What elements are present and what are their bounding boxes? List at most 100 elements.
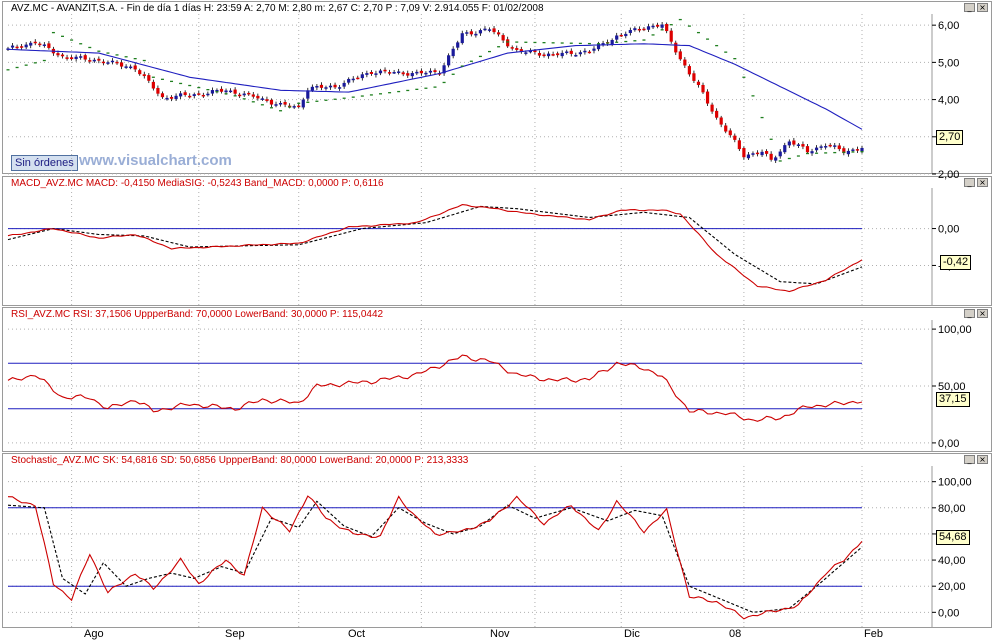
stoch-sk-line xyxy=(7,495,863,620)
candle-body-170 xyxy=(778,151,782,157)
candle-body-34 xyxy=(160,93,165,98)
macd-window-buttons: _ × xyxy=(964,178,988,187)
close-button[interactable]: × xyxy=(977,178,988,187)
candle-body-104 xyxy=(478,30,483,34)
price-tick-label-4: 2,00 xyxy=(938,169,959,181)
candle-body-30 xyxy=(142,74,146,77)
candle-body-158 xyxy=(724,125,728,132)
candle-body-176 xyxy=(805,146,810,153)
candle-body-169 xyxy=(774,157,778,161)
candle-body-12 xyxy=(60,54,65,57)
candle-body-74 xyxy=(342,82,346,87)
stoch-tick-label-1: 80,00 xyxy=(938,503,966,515)
candle-body-7 xyxy=(38,43,42,46)
candle-body-42 xyxy=(197,93,201,95)
rsi-header: RSI_AVZ.MC RSI: 37,1506 UppperBand: 70,0… xyxy=(11,309,383,320)
candle-body-162 xyxy=(742,148,746,158)
close-button[interactable]: × xyxy=(977,3,988,12)
minimize-button[interactable]: _ xyxy=(964,178,975,187)
candle-body-18 xyxy=(88,60,92,62)
candle-body-110 xyxy=(506,39,510,47)
candle-body-63 xyxy=(292,106,296,108)
candle-body-22 xyxy=(106,62,110,64)
candle-body-80 xyxy=(369,72,374,74)
candle-body-152 xyxy=(696,81,701,86)
candle-body-93 xyxy=(428,70,433,73)
candle-body-173 xyxy=(792,140,796,145)
candle-body-61 xyxy=(283,102,287,105)
candle-body-157 xyxy=(719,117,723,125)
candle-body-164 xyxy=(751,153,755,155)
candle-body-88 xyxy=(406,73,410,76)
stoch-tick-label-5: 0,00 xyxy=(938,607,959,619)
close-button[interactable]: × xyxy=(977,309,988,318)
price-header: AVZ.MC - AVANZIT,S.A. - Fin de día 1 día… xyxy=(11,3,544,14)
candle-body-87 xyxy=(401,72,405,75)
price-panel: AVZ.MC - AVANZIT,S.A. - Fin de día 1 día… xyxy=(2,1,992,174)
candle-body-69 xyxy=(319,84,324,88)
candle-body-52 xyxy=(242,93,246,96)
candle-body-64 xyxy=(297,105,301,108)
candle-body-165 xyxy=(755,152,760,155)
candle-body-178 xyxy=(814,147,819,151)
candle-body-76 xyxy=(351,78,355,81)
candle-body-71 xyxy=(328,85,333,88)
candle-body-32 xyxy=(151,81,155,89)
candle-body-11 xyxy=(56,53,60,56)
minimize-button[interactable]: _ xyxy=(964,455,975,464)
candle-body-160 xyxy=(733,135,737,140)
candle-body-43 xyxy=(201,94,205,97)
candle-body-21 xyxy=(101,61,105,64)
candle-body-35 xyxy=(165,97,169,100)
candle-body-94 xyxy=(433,70,437,72)
candle-body-98 xyxy=(451,48,455,57)
macd-tick-label-0: 0,00 xyxy=(938,224,959,236)
macd-last-value: -0,42 xyxy=(940,255,972,270)
candle-body-4 xyxy=(24,44,28,48)
candle-body-174 xyxy=(796,144,801,146)
candle-body-143 xyxy=(655,24,660,27)
minimize-button[interactable]: _ xyxy=(964,3,975,12)
candle-body-175 xyxy=(801,144,805,147)
candle-body-144 xyxy=(660,24,664,28)
candle-body-9 xyxy=(47,43,51,48)
candle-body-171 xyxy=(783,145,787,153)
close-button[interactable]: × xyxy=(977,455,988,464)
candle-body-122 xyxy=(560,52,564,57)
orders-button[interactable]: Sin órdenes xyxy=(11,155,78,171)
candle-body-166 xyxy=(760,151,764,156)
candle-body-27 xyxy=(129,66,133,69)
candle-body-129 xyxy=(592,48,596,51)
candle-body-138 xyxy=(633,28,637,31)
minimize-button[interactable]: _ xyxy=(964,309,975,318)
candle-body-5 xyxy=(29,42,33,46)
candle-body-150 xyxy=(687,66,691,75)
candle-body-108 xyxy=(496,32,501,35)
x-label-dic: Dic xyxy=(624,628,640,640)
candle-body-53 xyxy=(247,92,251,95)
candle-body-60 xyxy=(278,102,283,105)
price-moving-average-line xyxy=(7,43,863,130)
candle-body-24 xyxy=(115,61,119,64)
candle-body-139 xyxy=(637,28,642,31)
candle-body-77 xyxy=(356,77,360,80)
stoch-last-value: 54,68 xyxy=(936,530,970,545)
candle-body-15 xyxy=(74,56,78,60)
candle-body-154 xyxy=(705,91,710,104)
candle-body-183 xyxy=(837,145,841,150)
price-tick-label-1: 5,00 xyxy=(938,57,959,69)
candle-body-6 xyxy=(33,41,37,44)
stoch-window-buttons: _ × xyxy=(964,455,988,464)
candle-body-40 xyxy=(188,95,192,98)
candle-body-123 xyxy=(565,51,569,54)
candle-body-116 xyxy=(533,50,537,53)
candle-body-112 xyxy=(515,48,519,50)
candle-body-85 xyxy=(392,72,396,74)
stoch-tick-label-3: 40,00 xyxy=(938,555,966,567)
candle-body-100 xyxy=(460,33,464,44)
candle-body-8 xyxy=(42,44,46,46)
candle-body-26 xyxy=(124,66,128,68)
x-label-08: 08 xyxy=(729,628,742,640)
candle-body-103 xyxy=(474,33,478,36)
